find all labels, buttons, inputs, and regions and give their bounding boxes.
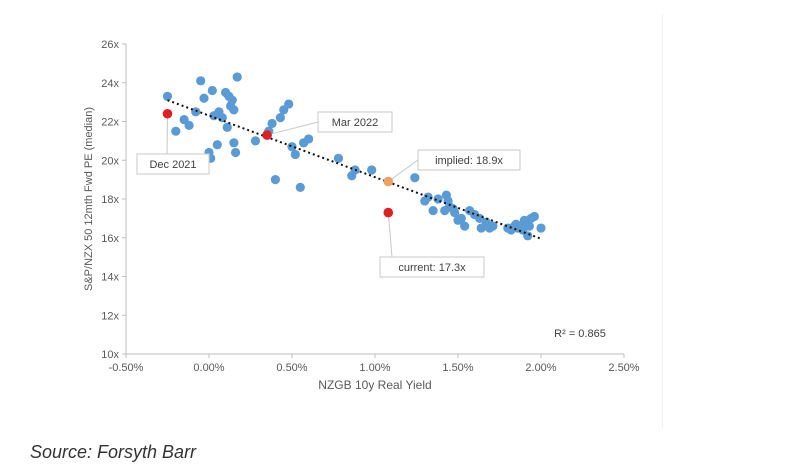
callout-implied-leader [387,159,419,182]
highlight-point [383,207,394,218]
y-axis-title: S&P/NZX 50 12mth Fwd PE (median) [83,107,95,291]
x-tick-label: 0.50% [276,362,307,374]
callout-dec-2021-leader [166,113,168,155]
callout-implied-box [417,149,521,171]
data-point [250,136,261,146]
data-point [229,105,239,115]
y-tick-label: 12x [101,310,119,322]
x-axis-title: NZGB 10y Real Yield [318,378,431,392]
x-tick-label: 1.50% [442,362,473,374]
data-point [456,213,466,223]
data-point [536,223,546,233]
data-point [460,221,470,231]
data-point [196,76,206,86]
data-point [229,138,239,148]
data-point [275,113,285,123]
data-point [207,85,217,96]
data-point [199,93,209,103]
source-caption: Source: Forsyth Barr [30,442,197,462]
implied-point [383,176,394,187]
data-point [162,91,173,101]
callout-dec-2021-box [136,153,210,175]
callout-implied-label: implied: 18.9x [435,155,503,167]
y-tick-label: 18x [101,194,119,206]
data-point [191,107,201,117]
data-point [333,153,344,163]
data-point [488,221,498,231]
data-point [410,173,420,183]
data-point [212,140,222,150]
y-tick-label: 24x [101,78,119,90]
trendline [167,99,542,240]
callout-current-box [379,256,485,278]
y-tick-label: 16x [101,233,119,245]
data-point [529,211,539,222]
scatter-chart: 10x 12x 14x 16x 18x 20x 22x 24x 26x -0.50% 0.00% 0.… [83,39,640,392]
callout-current-label: current: 17.3x [398,262,466,274]
x-tick-label: 0.00% [193,362,224,374]
data-point [367,165,377,175]
chart-panel: 10x 12x 14x 16x 18x 20x 22x 24x 26x -0.50% 0.00% 0.… [42,14,663,428]
data-point [270,175,280,185]
y-tick-label: 22x [101,117,119,129]
r-squared-label: R² = 0.865 [554,328,606,340]
data-point [171,126,181,136]
data-point [524,221,534,231]
data-point [222,122,232,132]
data-point [428,206,438,216]
data-point [304,134,314,144]
data-point [290,149,300,160]
data-point [284,99,294,109]
x-tick-label: 2.00% [525,362,556,374]
callout-mar-2022-box [317,111,393,133]
callout-current-leader [387,212,393,258]
data-point [450,207,460,218]
callout-dec-2021-label: Dec 2021 [149,159,196,171]
x-tick-label: 1.00% [359,362,390,374]
callout-mar-2022-label: Mar 2022 [332,117,378,129]
data-point [295,182,305,192]
callout-mar-2022-leader [266,121,319,136]
y-tick-label: 20x [101,155,119,167]
data-point [227,95,237,105]
y-tick-label: 10x [101,349,119,361]
data-point [423,192,433,202]
data-point [184,120,194,130]
data-point [267,118,277,129]
y-tick-label: 26x [101,39,119,51]
data-point [232,72,242,82]
x-tick-label: 2.50% [608,362,639,374]
data-point [230,147,241,158]
data-point [287,142,297,152]
highlight-point [162,108,173,119]
highlight-point [262,130,272,140]
y-tick-label: 14x [101,272,119,284]
x-tick-label: -0.50% [109,362,144,374]
